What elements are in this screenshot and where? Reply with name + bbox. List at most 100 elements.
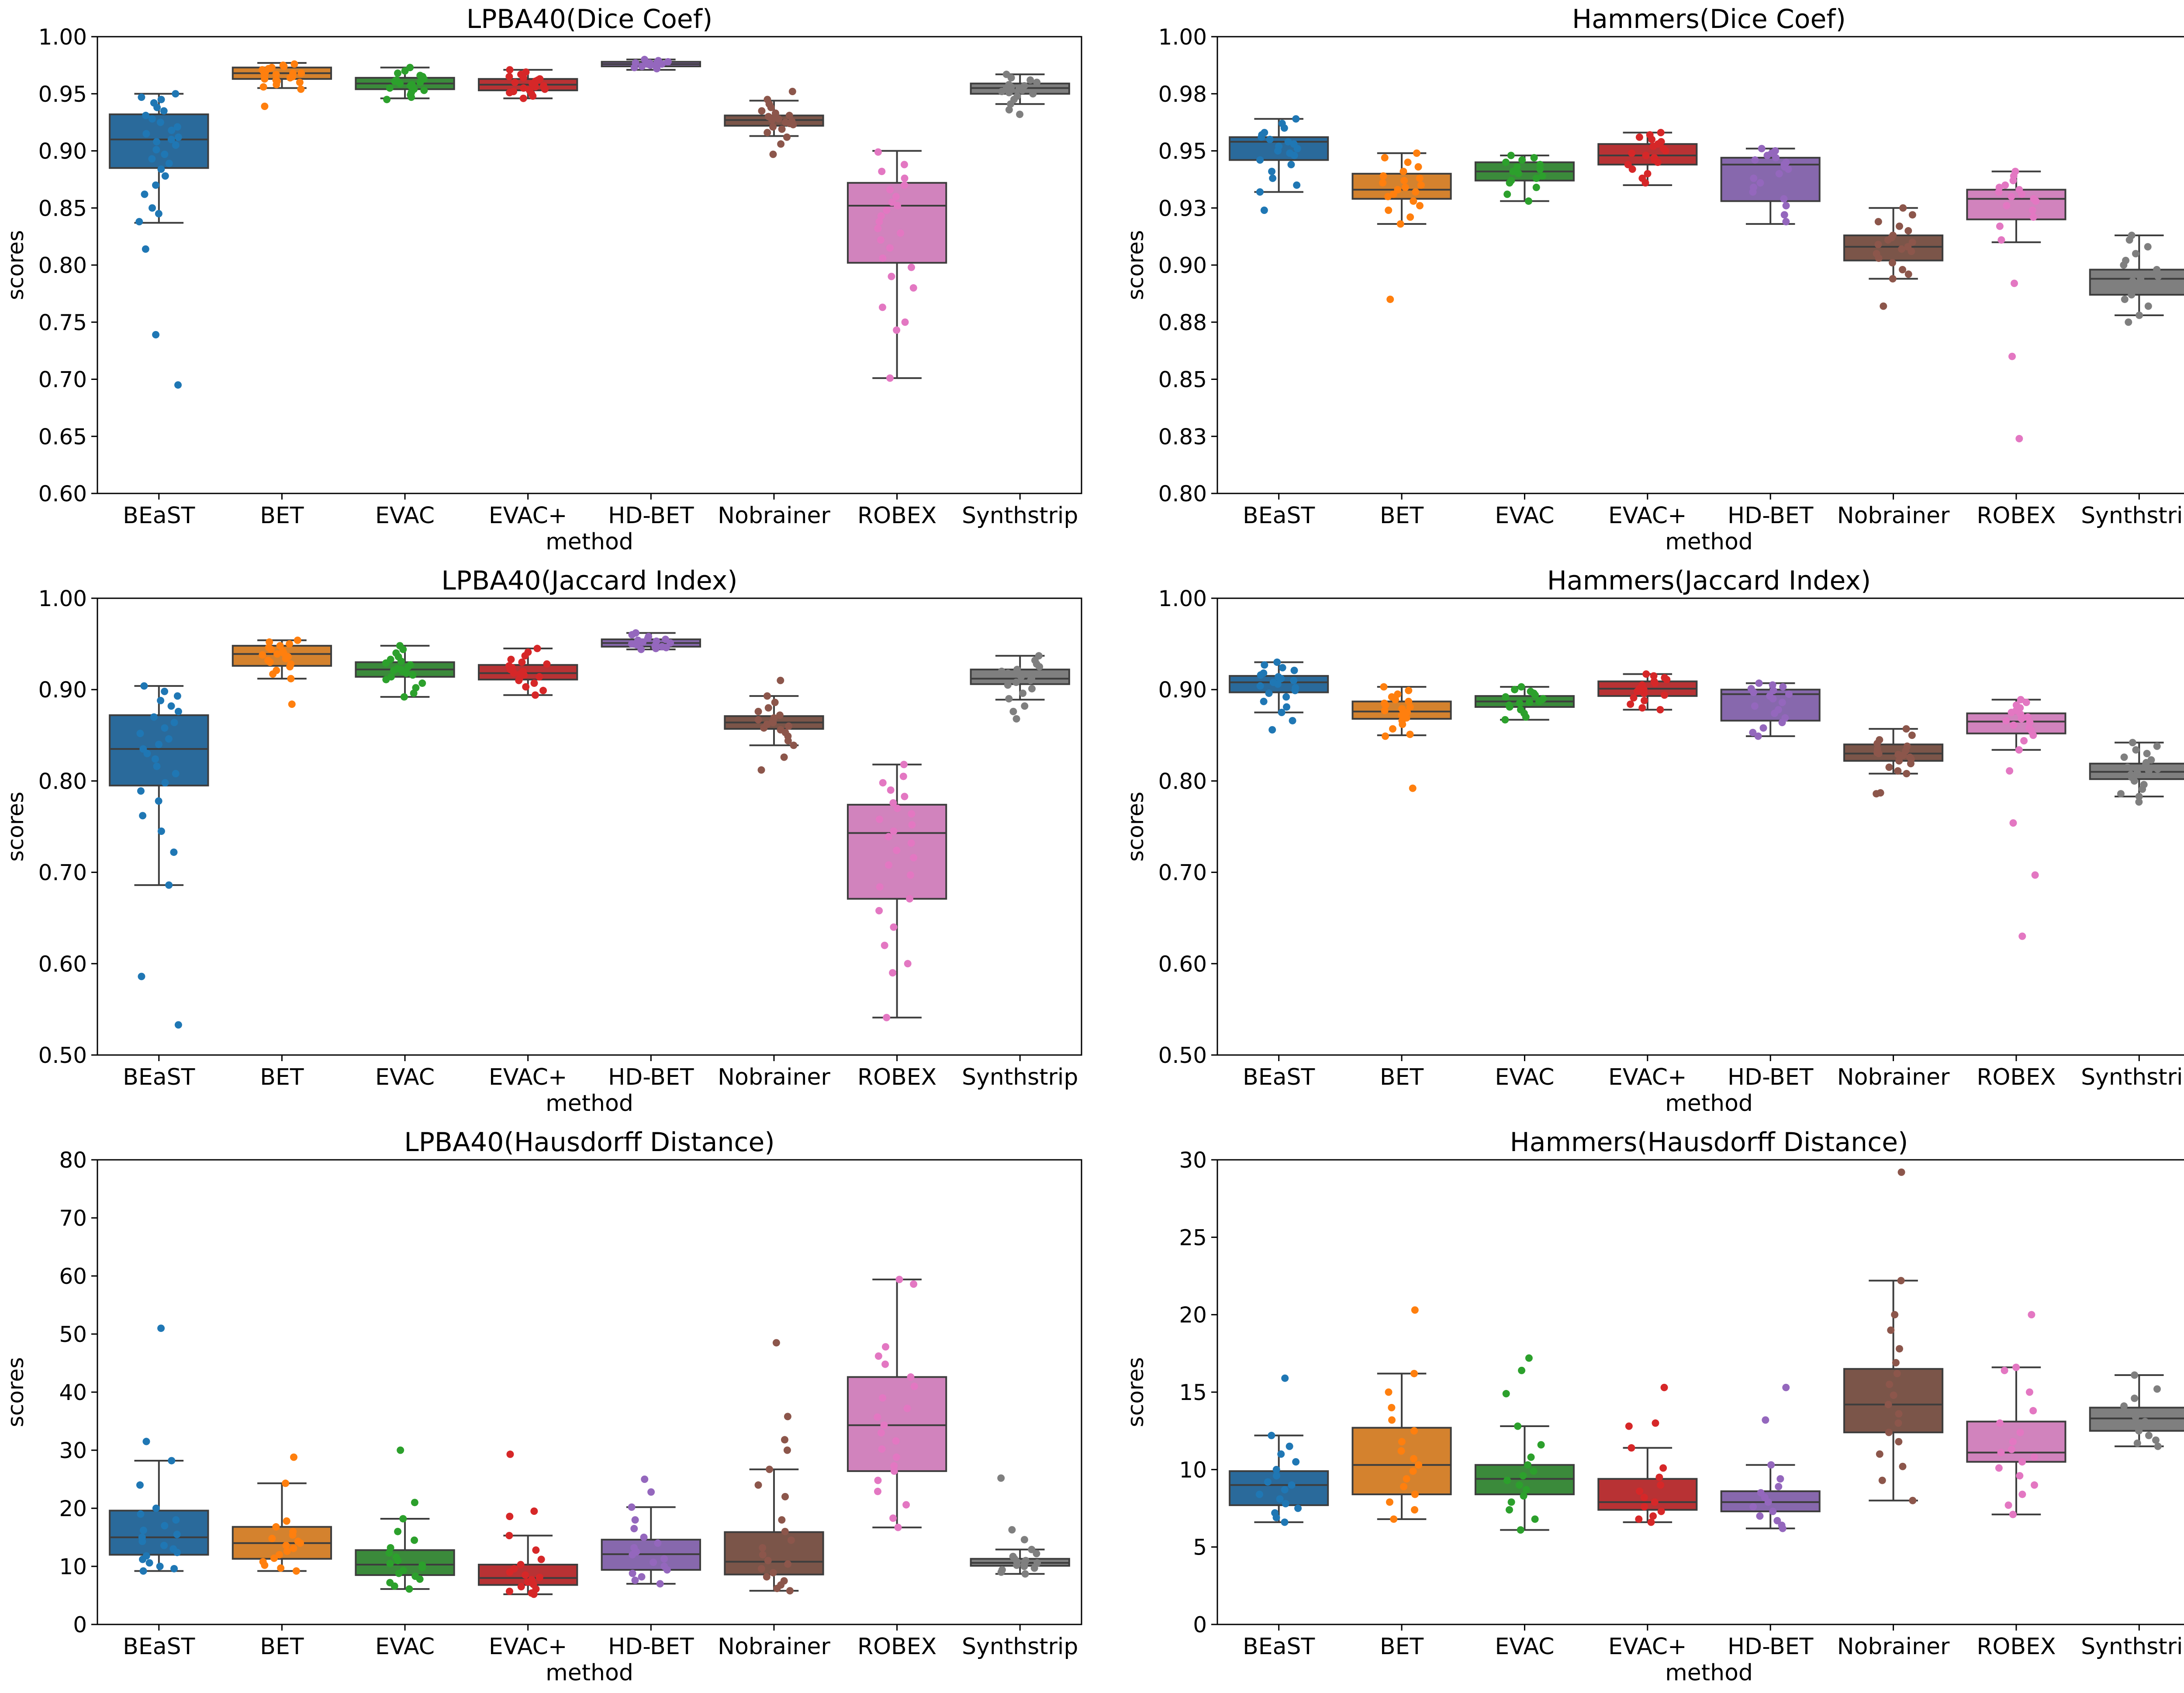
data-point: [2008, 1445, 2015, 1453]
data-point: [153, 103, 161, 111]
data-point: [385, 1549, 393, 1557]
data-point: [777, 140, 785, 148]
data-point: [1654, 159, 1662, 166]
data-point: [1007, 74, 1015, 82]
y-tick-label: 0.60: [38, 952, 87, 977]
data-point: [155, 210, 162, 217]
data-point: [1899, 266, 1907, 273]
data-point: [266, 658, 274, 666]
data-point: [2018, 1490, 2026, 1498]
data-point: [879, 779, 887, 787]
box-BEaST: [1229, 118, 1329, 193]
y-tick-label: 20: [59, 1496, 87, 1521]
data-point: [1516, 700, 1524, 707]
y-axis-label: scores: [3, 792, 28, 862]
data-point: [397, 657, 405, 665]
data-point: [143, 750, 151, 758]
x-tick-label: BEaST: [123, 1064, 195, 1090]
data-point: [2145, 282, 2153, 290]
plot-frame: [1216, 597, 2184, 1056]
data-point: [1388, 1403, 1396, 1411]
box-ROBEX: [1966, 170, 2067, 243]
data-point: [754, 707, 762, 715]
data-point: [764, 129, 771, 137]
y-tick-label: 0.90: [38, 139, 87, 164]
data-point: [402, 669, 410, 677]
data-point: [885, 833, 892, 841]
data-point: [157, 165, 165, 173]
data-point: [1648, 135, 1656, 143]
data-point: [1775, 170, 1783, 178]
data-point: [1884, 236, 1892, 244]
data-point: [1385, 1388, 1393, 1396]
data-point: [1782, 1383, 1790, 1391]
data-point: [522, 683, 530, 691]
x-tick-label: ROBEX: [857, 1064, 936, 1090]
data-point: [1778, 719, 1786, 727]
data-point: [1410, 1506, 1418, 1514]
data-point: [1995, 188, 2003, 196]
data-point: [772, 1339, 780, 1347]
y-tick-label: 0.93: [1158, 196, 1207, 221]
data-point: [760, 724, 768, 732]
data-point: [2016, 1428, 2024, 1436]
data-point: [1288, 1481, 1296, 1489]
data-point: [170, 1565, 178, 1572]
data-point: [1630, 694, 1638, 702]
data-point: [1282, 693, 1290, 701]
y-tick-label: 0.70: [1158, 860, 1207, 886]
data-point: [1284, 138, 1292, 146]
x-tick-label: Nobrainer: [1837, 503, 1950, 529]
data-point: [1628, 149, 1636, 157]
data-point: [769, 150, 777, 158]
data-point: [1651, 679, 1659, 687]
data-point: [1995, 1464, 2003, 1472]
data-point: [1400, 1483, 1408, 1490]
x-tick-label: BEaST: [123, 1634, 195, 1660]
data-point: [1030, 1564, 1038, 1572]
data-point: [2009, 1438, 2017, 1445]
data-point: [1399, 721, 1406, 728]
data-point: [2004, 1501, 2012, 1509]
data-point: [1381, 707, 1389, 714]
x-tick-label: BET: [260, 503, 304, 529]
data-point: [1750, 174, 1758, 182]
data-point: [1755, 679, 1763, 687]
data-point: [1756, 179, 1764, 187]
box-BEaST: [109, 685, 209, 886]
data-point: [628, 1503, 636, 1511]
x-tick-label: EVAC: [375, 503, 435, 529]
data-point: [2001, 1366, 2008, 1374]
data-point: [901, 793, 909, 800]
data-point: [900, 161, 908, 169]
data-point: [1281, 1518, 1289, 1526]
data-point: [161, 1522, 169, 1530]
data-point: [1257, 671, 1265, 679]
data-point: [1013, 1561, 1021, 1569]
data-point: [1005, 106, 1013, 114]
data-point: [1502, 693, 1510, 701]
data-point: [280, 62, 288, 70]
data-point: [160, 1541, 168, 1549]
data-point: [781, 1527, 789, 1535]
data-point: [1525, 1354, 1533, 1362]
data-point: [1004, 681, 1012, 689]
data-point: [1268, 1431, 1275, 1439]
x-axis-label: method: [546, 529, 633, 555]
data-point: [1279, 664, 1286, 672]
data-point: [261, 75, 269, 83]
data-point: [1379, 179, 1387, 187]
data-point: [155, 797, 162, 805]
data-point: [1894, 767, 1902, 775]
y-tick-label: 1.00: [38, 586, 87, 611]
data-point: [2025, 1388, 2033, 1396]
data-point: [1004, 669, 1012, 677]
data-point: [161, 779, 169, 787]
data-point: [138, 1538, 146, 1545]
data-point: [1255, 1490, 1263, 1498]
data-point: [1290, 676, 1298, 684]
data-point: [1873, 740, 1881, 748]
plot-frame: [97, 1159, 1082, 1625]
data-point: [2154, 1442, 2162, 1450]
data-point: [900, 761, 908, 769]
